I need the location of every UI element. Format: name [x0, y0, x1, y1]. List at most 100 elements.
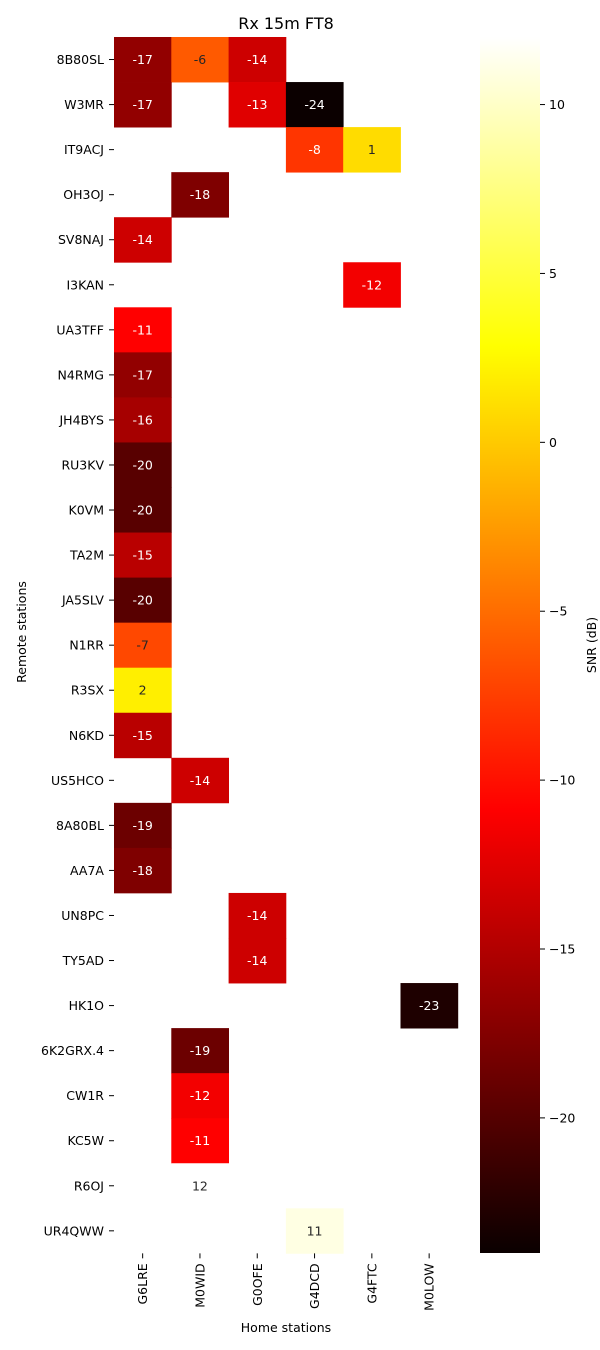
y-axis-label: Remote stations [14, 581, 29, 683]
y-tick-label: JH4BYS [58, 412, 104, 427]
heatmap-cell [228, 37, 287, 83]
cell-value-label: -24 [304, 97, 324, 112]
cell-value-label: -15 [132, 728, 152, 743]
y-tick-label: JA5SLV [61, 593, 104, 608]
y-tick-label: K0VM [69, 503, 105, 518]
heatmap-cell [114, 307, 172, 353]
colorbar-label: SNR (dB) [584, 617, 599, 673]
y-tick-label: R6OJ [74, 1178, 104, 1193]
heatmap-cell [171, 1028, 229, 1074]
cell-value-label: -18 [190, 187, 210, 202]
cell-value-label: -11 [132, 322, 152, 337]
y-tick-label: N4RMG [58, 367, 104, 382]
cell-value-label: -14 [247, 52, 267, 67]
heatmap-cell [171, 172, 229, 218]
heatmap-cell [114, 37, 172, 83]
cell-value-label: -12 [190, 1088, 210, 1103]
x-tick-label: M0WID [192, 1263, 207, 1307]
heatmap-cell [228, 82, 287, 128]
cell-value-label: -18 [132, 863, 152, 878]
heatmap-cell [171, 1073, 229, 1119]
cell-value-label: -12 [362, 277, 382, 292]
cell-value-label: 2 [139, 683, 147, 698]
y-tick-label: HK1O [69, 998, 105, 1013]
y-tick-label: US5HCO [51, 773, 104, 788]
heatmap-cell [228, 938, 287, 984]
heatmap-cell [114, 82, 172, 128]
cell-value-label: -15 [132, 548, 152, 563]
heatmap-cell [114, 667, 172, 714]
y-tick-label: I3KAN [66, 277, 104, 292]
x-tick-label: G0OFE [250, 1263, 265, 1306]
y-tick-label: TA2M [69, 548, 104, 563]
cell-value-label: 1 [368, 142, 376, 157]
heatmap-cell [114, 712, 172, 759]
y-tick-label: N1RR [69, 638, 104, 653]
heatmap-cell [285, 82, 344, 128]
y-tick-label: 8B80SL [57, 52, 104, 67]
colorbar-tick-label: −20 [549, 1110, 575, 1125]
cell-value-label: -14 [247, 953, 267, 968]
colorbar-tick-label: −15 [549, 942, 575, 957]
cell-value-label: -20 [132, 593, 152, 608]
y-tick-label: UN8PC [61, 908, 104, 923]
colorbar-tick-label: 0 [549, 435, 557, 450]
y-tick-label: 6K2GRX.4 [41, 1043, 104, 1058]
heatmap-cell [114, 532, 172, 578]
cell-value-label: -6 [194, 52, 207, 67]
y-axis-ticks: 8B80SL W3MR IT9ACJ OH3OJ SV8NAJ I3KAN UA3TFF N4… [41, 52, 114, 1238]
heatmap-cell [114, 577, 172, 624]
heatmap-cell [114, 847, 172, 894]
heatmap-cell [171, 37, 229, 83]
colorbar [480, 37, 540, 1253]
cell-value-label: -14 [190, 773, 210, 788]
cell-value-label: -20 [132, 457, 152, 472]
colorbar-tick-label: 5 [549, 266, 557, 281]
y-tick-label: UA3TFF [56, 322, 104, 337]
chart-title: Rx 15m FT8 [238, 14, 334, 33]
cell-value-label: 12 [192, 1178, 208, 1193]
cell-value-label: -20 [132, 503, 152, 518]
x-axis-label: Home stations [241, 1320, 331, 1335]
y-tick-label: TY5AD [62, 953, 104, 968]
heatmap-cell [114, 487, 172, 533]
y-tick-label: IT9ACJ [64, 142, 104, 157]
y-tick-label: OH3OJ [63, 187, 104, 202]
y-tick-label: RU3KV [61, 457, 104, 472]
cell-value-label: -16 [132, 412, 152, 427]
cell-value-label: -8 [308, 142, 321, 157]
cell-value-label: -7 [136, 638, 148, 653]
colorbar-tick-label: −10 [549, 773, 575, 788]
heatmap-cells: -17 -6 -14 -17 -13 -24 -8 1 -18 -14 -12 -11 -17 -16 -2… [114, 37, 459, 1254]
heatmap-cell [400, 983, 459, 1029]
cell-value-label: -17 [132, 97, 152, 112]
cell-value-label: -19 [190, 1043, 210, 1058]
heatmap-cell [114, 397, 172, 443]
cell-value-label: -11 [190, 1133, 210, 1148]
cell-value-label: -23 [419, 998, 439, 1013]
cell-value-label: -19 [132, 818, 152, 833]
heatmap-cell [228, 892, 287, 939]
y-tick-label: CW1R [66, 1088, 104, 1103]
y-tick-label: R3SX [71, 683, 105, 698]
heatmap-cell [114, 802, 172, 849]
colorbar-ticks: 10 5 0 −5 −10 −15 −20 [540, 97, 575, 1125]
heatmap-cell [285, 1208, 344, 1254]
heatmap-cell [114, 442, 172, 488]
cell-value-label: 11 [307, 1223, 323, 1238]
heatmap-cell [343, 262, 401, 308]
colorbar-tick-label: 10 [549, 97, 565, 112]
heatmap-cell [171, 1163, 229, 1209]
x-tick-label: G4FTC [364, 1263, 379, 1304]
heatmap-cell [114, 352, 172, 398]
y-tick-label: 8A80BL [56, 818, 104, 833]
heatmap-cell [114, 217, 172, 263]
heatmap-cell [114, 622, 172, 669]
x-tick-label: M0LOW [422, 1263, 437, 1310]
cell-value-label: -17 [132, 367, 152, 382]
heatmap-cell [285, 127, 344, 173]
x-axis-ticks: G6LRE M0WID G0OFE G4DCD G4FTC M0LOW [135, 1253, 437, 1311]
y-tick-label: N6KD [69, 728, 104, 743]
cell-value-label: -14 [132, 232, 152, 247]
